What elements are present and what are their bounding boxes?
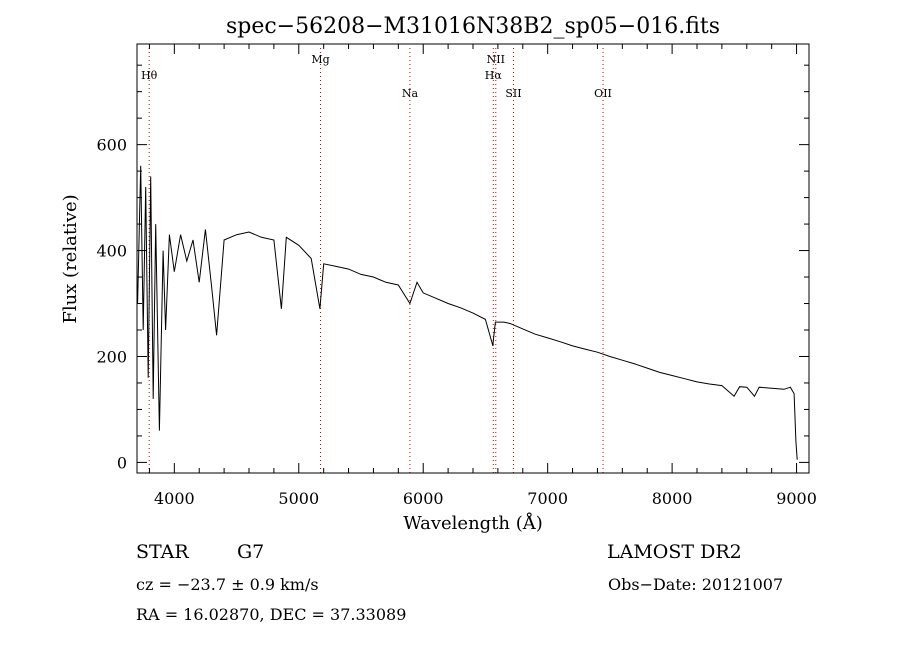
y-tick-label: 200 [96,347,127,366]
x-tick-label: 6000 [403,489,444,508]
spectral-line-label: NII [487,53,505,66]
plot-frame [136,43,810,474]
spectral-line-label: Hθ [141,69,158,82]
x-tick-label: 8000 [652,489,693,508]
x-tick-label: 5000 [278,489,319,508]
spectral-subclass: G7 [237,541,264,563]
spectral-line-label: Mg [311,53,329,66]
chart-title: spec−56208−M31016N38B2_sp05−016.fits [226,14,720,39]
coordinates: RA = 16.02870, DEC = 37.33089 [136,605,406,624]
spectral-line-label: SII [505,87,521,100]
x-tick-label: 7000 [527,489,568,508]
y-axis-ticks: 0 200 400 600 [96,64,809,472]
y-tick-label: 0 [117,453,127,472]
object-class: STAR [136,541,189,563]
y-tick-label: 600 [96,136,127,155]
x-axis-label: Wavelength (Å) [403,512,543,534]
spectral-line-label: Na [402,87,419,100]
spectral-line-label: Hα [485,69,503,82]
survey-release: LAMOST DR2 [607,541,742,563]
x-tick-label: 9000 [776,489,817,508]
x-tick-label: 4000 [154,489,195,508]
redshift-velocity: cz = −23.7 ± 0.9 km/s [136,575,319,594]
y-tick-label: 400 [96,242,127,261]
spectral-line-label: OII [594,87,612,100]
observation-date: Obs−Date: 20121007 [608,575,783,594]
y-axis-label: Flux (relative) [60,194,81,323]
x-axis-ticks: 4000 5000 6000 7000 8000 9000 [148,44,817,508]
spectrum-line [137,165,798,460]
